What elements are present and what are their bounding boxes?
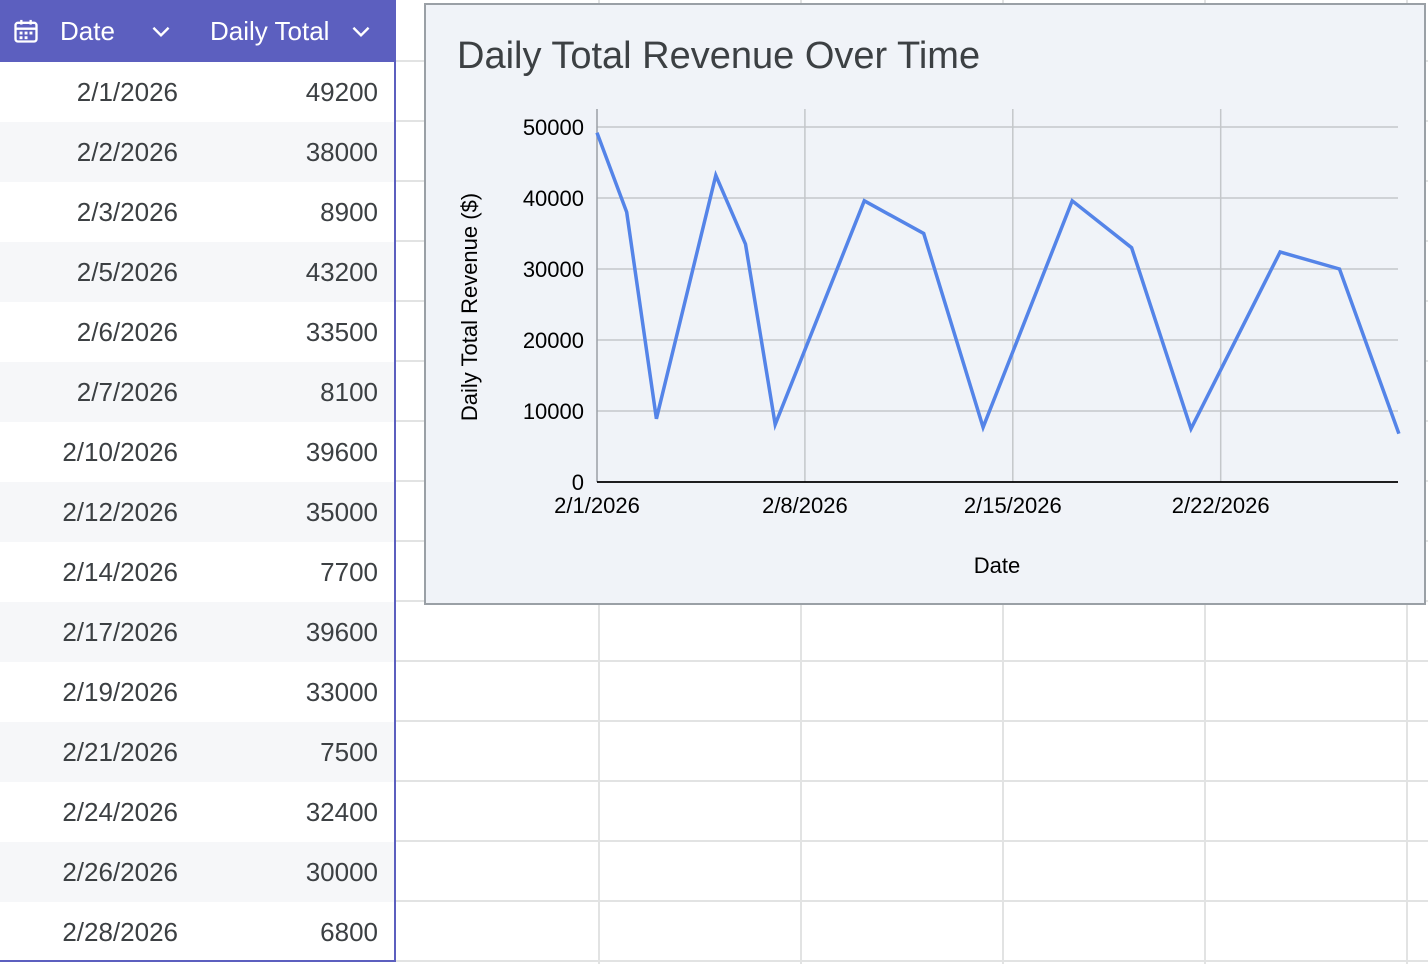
column-header-daily-total[interactable]: Daily Total xyxy=(194,0,394,62)
data-point xyxy=(772,421,778,427)
cell-date[interactable]: 2/12/2026 xyxy=(62,496,178,527)
data-point xyxy=(921,231,927,237)
data-point xyxy=(1277,249,1283,255)
table-row[interactable]: 2/28/2026 6800 xyxy=(0,902,394,962)
cell-daily-total[interactable]: 39600 xyxy=(305,436,378,467)
x-tick-label: 2/15/2026 xyxy=(964,493,1062,518)
table-row[interactable]: 2/12/2026 35000 xyxy=(0,482,394,542)
cell-date[interactable]: 2/3/2026 xyxy=(76,196,178,227)
y-tick-label: 0 xyxy=(572,470,584,495)
table-row[interactable]: 2/3/2026 8900 xyxy=(0,182,394,242)
cell-daily-total[interactable]: 8900 xyxy=(320,196,378,227)
data-point xyxy=(743,241,749,247)
chevron-down-icon[interactable] xyxy=(148,18,174,44)
table-row[interactable]: 2/5/2026 43200 xyxy=(0,242,394,302)
data-point xyxy=(1129,245,1135,251)
table-header: Date Daily Total xyxy=(0,0,394,62)
y-tick-label: 50000 xyxy=(523,115,584,140)
cell-date[interactable]: 2/17/2026 xyxy=(62,616,178,647)
cell-daily-total[interactable]: 8100 xyxy=(320,376,378,407)
cell-daily-total[interactable]: 6800 xyxy=(320,916,378,947)
data-point xyxy=(1188,426,1194,432)
data-point xyxy=(980,424,986,430)
x-tick-label: 2/8/2026 xyxy=(762,493,848,518)
data-table: Date Daily Total 2/1/2026 49200 2/2/2026 38… xyxy=(0,0,396,962)
table-row[interactable]: 2/21/2026 7500 xyxy=(0,722,394,782)
table-row[interactable]: 2/24/2026 32400 xyxy=(0,782,394,842)
data-point xyxy=(861,198,867,204)
table-row[interactable]: 2/6/2026 33500 xyxy=(0,302,394,362)
table-row[interactable]: 2/14/2026 7700 xyxy=(0,542,394,602)
table-body: 2/1/2026 49200 2/2/2026 38000 2/3/2026 8900 2/… xyxy=(0,62,394,962)
x-tick-label: 2/1/2026 xyxy=(554,493,640,518)
table-row[interactable]: 2/10/2026 39600 xyxy=(0,422,394,482)
chevron-down-icon[interactable] xyxy=(348,18,374,44)
y-tick-label: 40000 xyxy=(523,186,584,211)
table-row[interactable]: 2/2/2026 38000 xyxy=(0,122,394,182)
cell-daily-total[interactable]: 35000 xyxy=(305,496,378,527)
cell-daily-total[interactable]: 49200 xyxy=(305,76,378,107)
chart-plot: 0 10000 20000 30000 40000 50000 2/1/2026 2/8/20… xyxy=(457,109,1402,578)
series-line xyxy=(595,132,1401,435)
cell-daily-total[interactable]: 30000 xyxy=(305,856,378,887)
cell-daily-total[interactable]: 33000 xyxy=(305,676,378,707)
data-point xyxy=(1396,431,1402,437)
data-point xyxy=(1069,198,1075,204)
table-row[interactable]: 2/1/2026 49200 xyxy=(0,62,394,122)
calendar-icon xyxy=(12,17,40,45)
cell-daily-total[interactable]: 32400 xyxy=(305,796,378,827)
x-tick-label: 2/22/2026 xyxy=(1172,493,1270,518)
column-header-date[interactable]: Date xyxy=(0,0,194,62)
cell-daily-total[interactable]: 7700 xyxy=(320,556,378,587)
cell-date[interactable]: 2/14/2026 xyxy=(62,556,178,587)
x-axis-label: Date xyxy=(974,553,1020,578)
cell-date[interactable]: 2/24/2026 xyxy=(62,796,178,827)
cell-date[interactable]: 2/10/2026 xyxy=(62,436,178,467)
y-tick-label: 10000 xyxy=(523,399,584,424)
cell-daily-total[interactable]: 38000 xyxy=(305,136,378,167)
cell-date[interactable]: 2/19/2026 xyxy=(62,676,178,707)
data-point xyxy=(1337,266,1343,272)
column-label-daily-total: Daily Total xyxy=(210,15,330,46)
chart-title: Daily Total Revenue Over Time xyxy=(457,35,981,77)
cell-date[interactable]: 2/21/2026 xyxy=(62,736,178,767)
cell-date[interactable]: 2/6/2026 xyxy=(76,316,178,347)
cell-daily-total[interactable]: 33500 xyxy=(305,316,378,347)
data-point xyxy=(624,209,630,215)
y-axis-label: Daily Total Revenue ($) xyxy=(457,193,482,421)
cell-date[interactable]: 2/1/2026 xyxy=(76,76,178,107)
y-tick-label: 20000 xyxy=(523,328,584,353)
data-point xyxy=(653,416,659,422)
cell-date[interactable]: 2/2/2026 xyxy=(76,136,178,167)
cell-date[interactable]: 2/7/2026 xyxy=(76,376,178,407)
table-row[interactable]: 2/7/2026 8100 xyxy=(0,362,394,422)
y-tick-label: 30000 xyxy=(523,257,584,282)
data-point xyxy=(594,130,600,136)
table-row[interactable]: 2/17/2026 39600 xyxy=(0,602,394,662)
cell-daily-total[interactable]: 39600 xyxy=(305,616,378,647)
cell-daily-total[interactable]: 43200 xyxy=(305,256,378,287)
cell-date[interactable]: 2/26/2026 xyxy=(62,856,178,887)
cell-daily-total[interactable]: 7500 xyxy=(320,736,378,767)
table-row[interactable]: 2/26/2026 30000 xyxy=(0,842,394,902)
column-label-date: Date xyxy=(60,15,115,46)
table-row[interactable]: 2/19/2026 33000 xyxy=(0,662,394,722)
cell-date[interactable]: 2/5/2026 xyxy=(76,256,178,287)
cell-date[interactable]: 2/28/2026 xyxy=(62,916,178,947)
line-chart[interactable]: Daily Total Revenue Over Time 0 10000 2000… xyxy=(424,3,1426,605)
data-point xyxy=(713,172,719,178)
